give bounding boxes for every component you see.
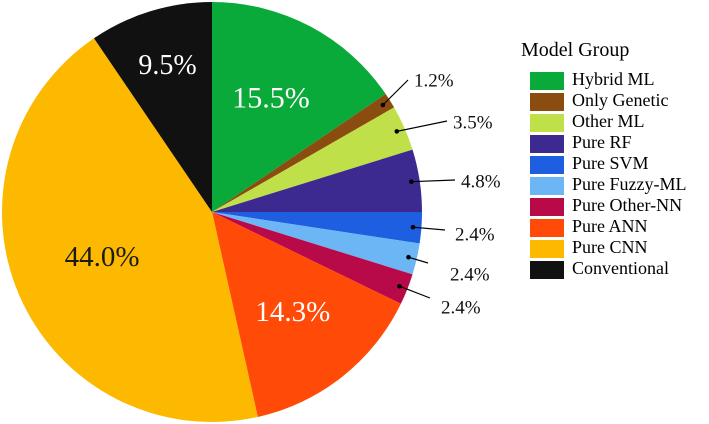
pie-slice-pure-rf [212,149,422,212]
legend-swatch-hybrid-ml [530,72,564,90]
legend-swatch-pure-cnn [530,240,564,258]
pie-slice-only-genetic [212,93,395,212]
pie-slice-conventional [93,1,212,212]
legend-label-pure-rf: Pure RF [572,132,632,152]
slice-label-conventional: 9.5% [138,50,196,81]
legend-swatch-pure-other-nn [530,198,564,216]
callout-line-only-genetic [382,79,409,106]
pie-slice-pure-cnn [1,38,258,422]
legend-label-hybrid-ml: Hybrid ML [572,69,655,89]
slice-label-only-genetic: 1.2% [414,70,454,91]
slice-label-hybrid-ml: 15.5% [232,81,310,114]
pie-slice-pure-other-nn [212,212,413,304]
legend-swatch-conventional [530,261,564,279]
legend-label-pure-svm: Pure SVM [572,153,649,173]
legend-label-pure-ann: Pure ANN [572,216,648,236]
legend-label-only-genetic: Only Genetic [572,90,668,110]
legend-swatch-pure-fuzzy-ml [530,177,564,195]
slice-label-pure-ann: 14.3% [255,296,330,328]
legend-swatch-pure-rf [530,135,564,153]
callout-line-pure-other-nn [399,285,431,299]
pie-slice-pure-fuzzy-ml [212,212,420,275]
pie-slice-hybrid-ml [212,1,386,212]
legend-label-conventional: Conventional [572,258,669,278]
pie-slice-other-ml [212,107,413,212]
legend-swatch-only-genetic [530,93,564,111]
legend-swatch-pure-ann [530,219,564,237]
legend-label-other-ml: Other ML [572,111,644,131]
legend-swatch-other-ml [530,114,564,132]
legend-swatch-pure-svm [530,156,564,174]
pie-slice-pure-svm [212,212,423,244]
slice-labels: 15.5% 1.2% 3.5% 4.8% 2.4% 2.4% 2.4% 14.3% 44.0% 9… [65,50,501,328]
slice-label-pure-other-nn: 2.4% [441,297,481,318]
callout-line-pure-svm [412,226,446,231]
callout-line-pure-fuzzy-ml [408,256,429,264]
slice-label-other-ml: 3.5% [453,112,493,133]
legend-title: Model Group [521,39,629,61]
legend-label-pure-other-nn: Pure Other-NN [572,195,682,215]
legend-label-pure-cnn: Pure CNN [572,237,648,257]
pie-slice-pure-ann [212,212,401,417]
slice-label-pure-cnn: 44.0% [65,241,140,273]
slice-label-pure-fuzzy-ml: 2.4% [450,264,490,285]
slice-label-pure-svm: 2.4% [455,224,495,245]
callout-line-pure-rf [411,179,456,183]
callout-line-other-ml [396,120,448,132]
callout-lines [380,79,456,299]
pie-slices [1,1,423,422]
legend-label-pure-fuzzy-ml: Pure Fuzzy-ML [572,174,686,194]
slice-label-pure-rf: 4.8% [461,171,501,192]
